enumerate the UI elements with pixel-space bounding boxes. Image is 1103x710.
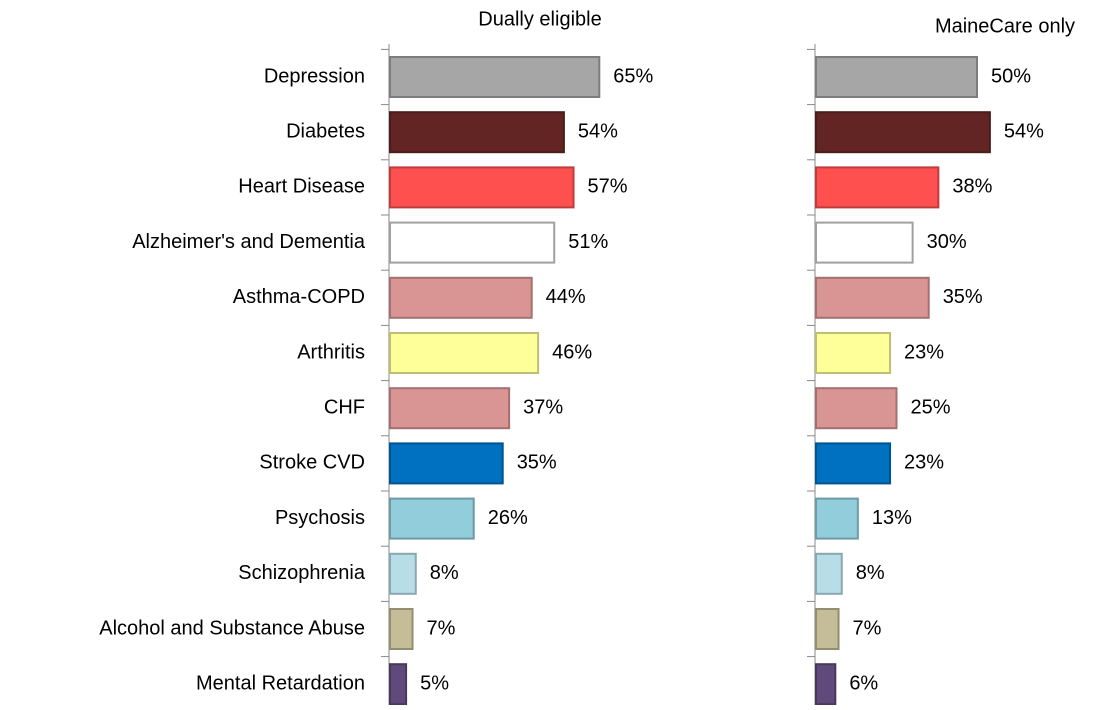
value-label: 25% [911,396,951,418]
bar [389,332,540,374]
bar [815,276,930,319]
value-label: 35% [517,452,557,474]
value-label: 13% [872,507,912,529]
value-label: 8% [856,562,885,584]
category-label: CHF [324,396,365,418]
value-label: 54% [1004,120,1044,142]
value-label: 5% [420,672,449,694]
category-label: Depression [264,65,365,87]
value-label: 26% [488,507,528,529]
bar [389,387,511,430]
bar [389,497,475,540]
value-label: 65% [613,65,653,87]
value-label: 50% [991,65,1031,87]
bar [389,663,408,706]
value-label: 46% [552,341,592,363]
bar [389,442,504,485]
category-label: Asthma-COPD [233,286,365,308]
bar [389,56,601,98]
category-label: Schizophrenia [238,562,366,584]
bar [389,608,414,650]
value-label: 7% [853,617,882,639]
panel-title: MaineCare only [935,15,1075,37]
bar [815,166,940,209]
bar [389,111,565,154]
value-label: 44% [546,286,586,308]
bar [389,276,533,319]
category-label: Arthritis [297,341,365,363]
bar [389,221,556,264]
value-label: 30% [927,231,967,253]
bar [815,663,837,706]
value-label: 54% [578,120,618,142]
bar [815,387,898,430]
category-label: Psychosis [275,507,365,529]
bar [815,608,840,650]
bar [815,332,892,374]
value-label: 51% [568,231,608,253]
value-label: 8% [430,562,459,584]
value-label: 7% [427,617,456,639]
bar [389,552,417,595]
category-label: Heart Disease [238,176,365,198]
value-label: 35% [943,286,983,308]
category-label: Alcohol and Substance Abuse [99,617,365,639]
value-label: 23% [904,341,944,363]
category-label: Diabetes [286,120,365,142]
bar [815,497,859,540]
category-label: Alzheimer's and Dementia [132,231,366,253]
value-label: 38% [952,176,992,198]
panel-title: Dually eligible [478,8,601,30]
value-label: 57% [588,176,628,198]
value-label: 37% [523,396,563,418]
category-label: Mental Retardation [196,672,365,694]
bar [815,442,892,485]
bar [815,56,978,98]
bar [815,221,914,264]
value-label: 6% [849,672,878,694]
bar [815,552,843,595]
bar [815,111,991,154]
category-label: Stroke CVD [259,452,365,474]
value-label: 23% [904,452,944,474]
bar [389,166,575,209]
